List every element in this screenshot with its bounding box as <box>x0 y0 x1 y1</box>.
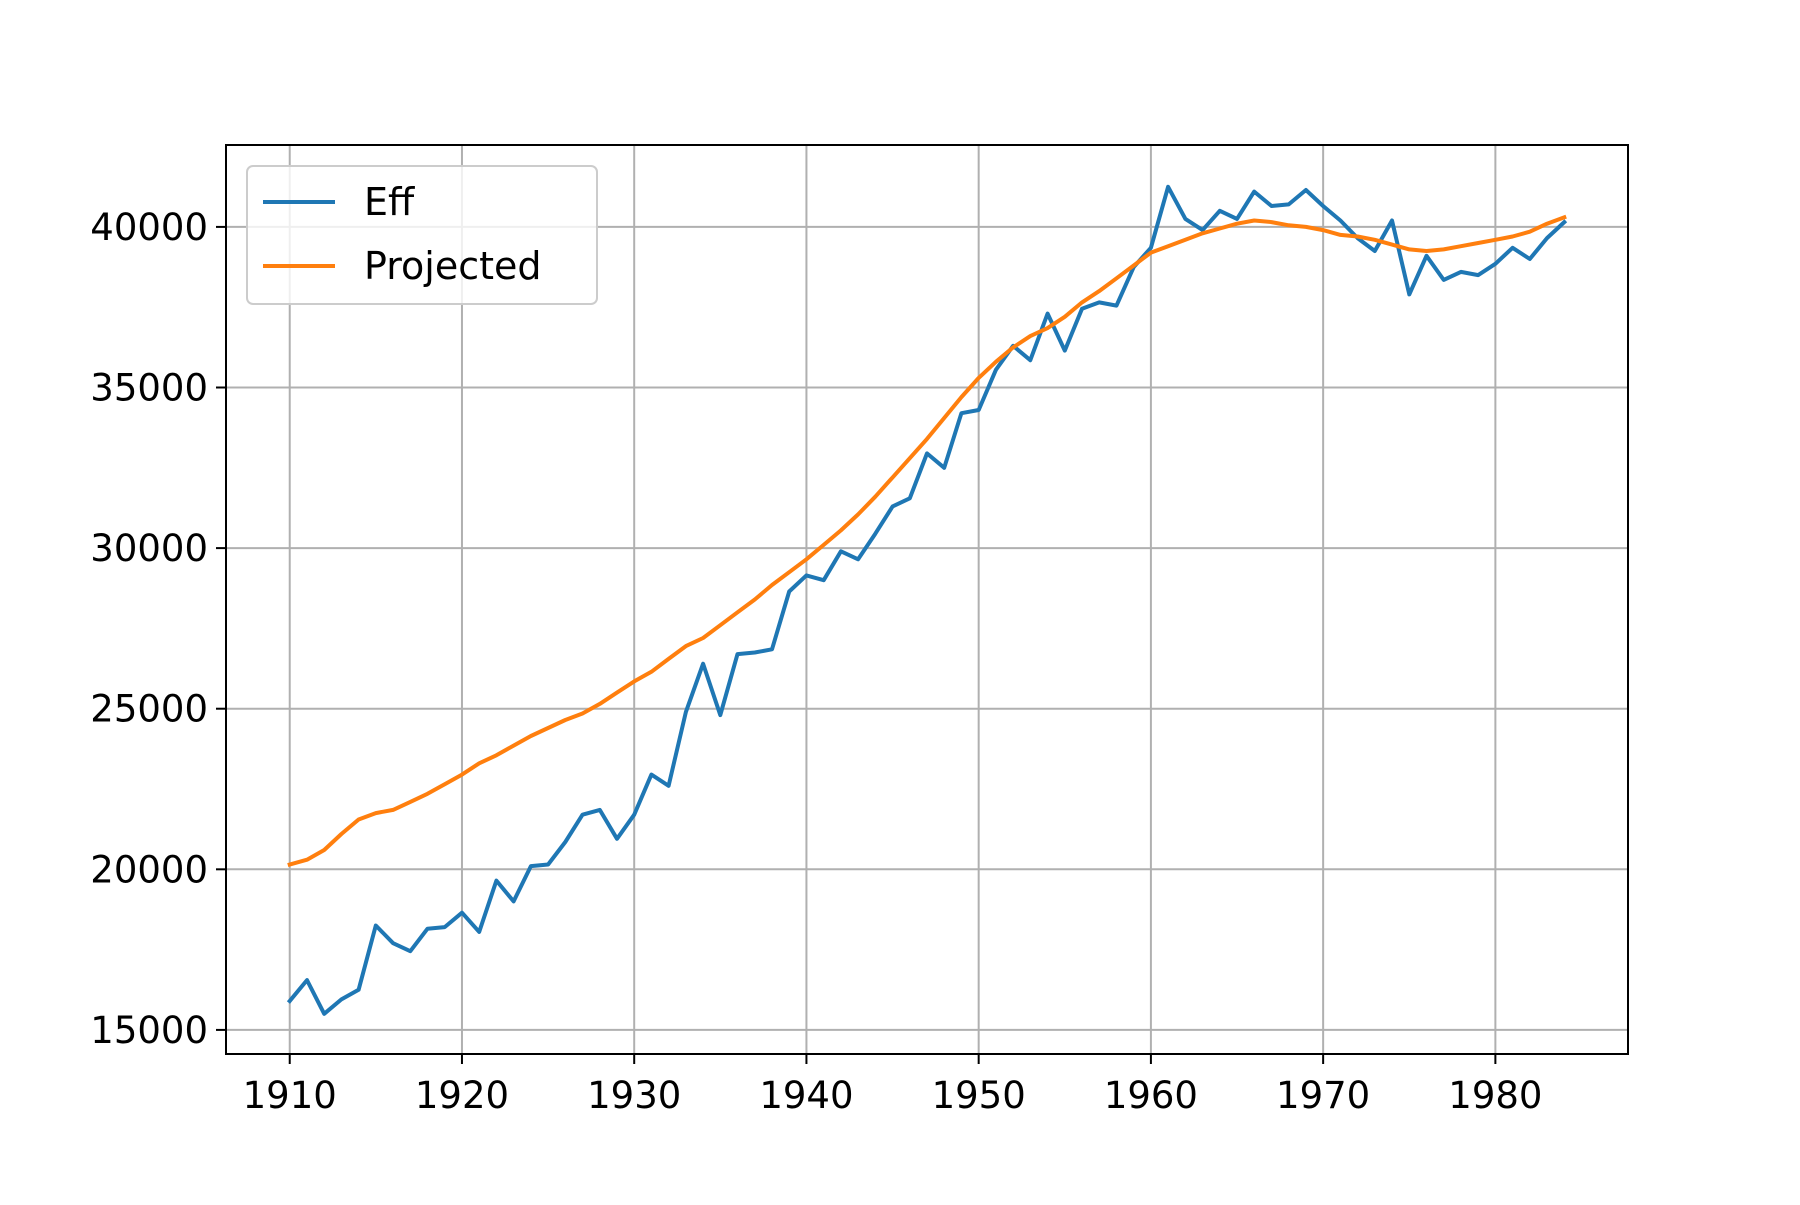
x-tick-label: 1940 <box>759 1074 853 1117</box>
x-tick-label: 1970 <box>1276 1074 1370 1117</box>
y-tick-label: 25000 <box>90 688 208 731</box>
y-tick-label: 15000 <box>90 1009 208 1052</box>
x-tick-label: 1960 <box>1104 1074 1198 1117</box>
legend-label-eff: Eff <box>364 180 415 224</box>
series-line-eff <box>286 184 1568 1016</box>
axis-ticks: 1910 1920 1930 1940 1950 1960 1970 1980 15000 200… <box>90 206 1542 1117</box>
x-tick-label: 1980 <box>1448 1074 1542 1117</box>
x-tick-label: 1950 <box>932 1074 1026 1117</box>
plot-frame <box>225 144 1629 1055</box>
series-lines <box>286 184 1568 1016</box>
grid-lines <box>226 145 1628 1054</box>
x-tick-label: 1930 <box>587 1074 681 1117</box>
legend-label-projected: Projected <box>364 244 542 288</box>
y-tick-label: 35000 <box>90 367 208 410</box>
legend: Eff Projected <box>246 165 598 305</box>
y-tick-label: 20000 <box>90 848 208 891</box>
y-tick-label: 30000 <box>90 527 208 570</box>
series-line-projected <box>287 214 1567 867</box>
x-tick-label: 1920 <box>415 1074 509 1117</box>
y-tick-label: 40000 <box>90 206 208 249</box>
x-tick-label: 1910 <box>243 1074 337 1117</box>
